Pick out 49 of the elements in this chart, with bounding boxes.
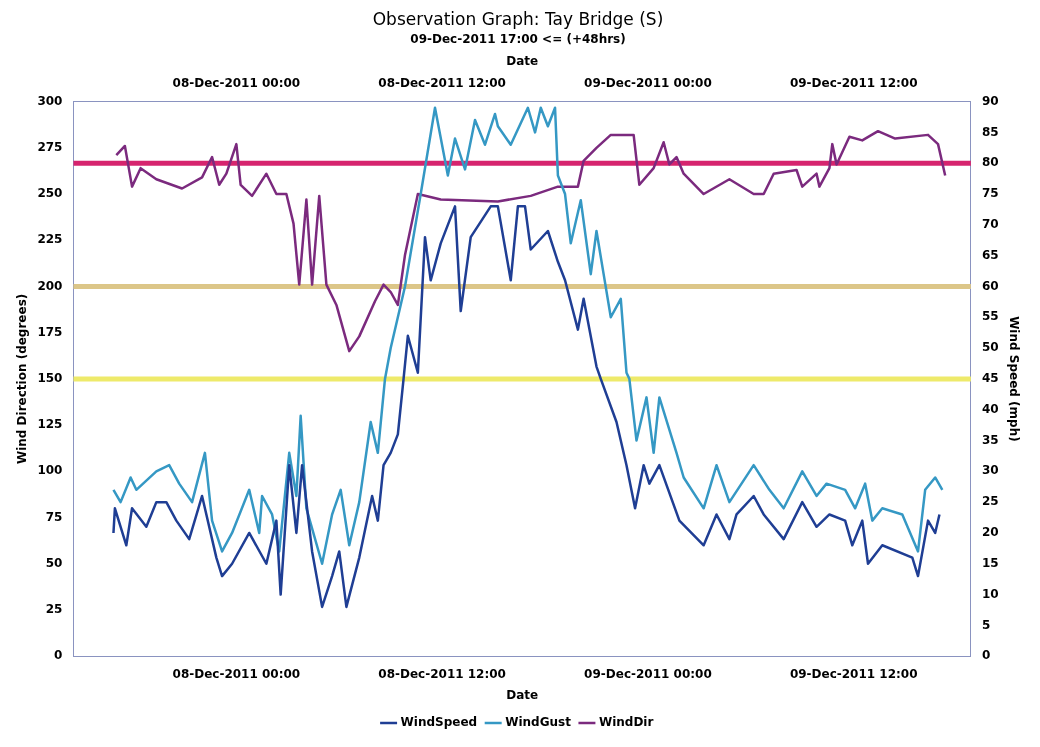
y-tick-label: 0	[54, 648, 63, 663]
y-tick-label: 175	[37, 324, 63, 339]
x-tick-label: 08-Dec-2011 00:00	[172, 75, 301, 90]
y-tick-label: 150	[37, 371, 63, 386]
y-tick-label: 250	[37, 186, 63, 201]
y2-tick-label: 65	[981, 247, 999, 262]
y2-tick-label: 55	[981, 309, 999, 324]
y2-tick-label: 90	[981, 93, 999, 108]
x2-tick-label: 08-Dec-2011 12:00	[378, 666, 506, 681]
y2-tick-label: 30	[981, 463, 999, 478]
x2-tick-label: 09-Dec-2011 00:00	[584, 666, 712, 681]
x-axis-title: Date	[506, 687, 539, 702]
y2-axis-title: Wind Speed (mph)	[1006, 316, 1021, 442]
legend-label: WindSpeed	[400, 715, 478, 730]
y2-tick-label: 60	[981, 278, 999, 293]
y-axis-title: Wind Direction (degrees)	[15, 293, 30, 465]
y-tick-label: 275	[37, 139, 63, 154]
y2-tick-label: 0	[981, 648, 991, 663]
y2-tick-label: 45	[981, 371, 999, 386]
y2-tick-label: 85	[981, 124, 999, 139]
x-tick-label: 09-Dec-2011 00:00	[584, 75, 712, 90]
y2-tick-label: 35	[981, 432, 999, 447]
y-tick-label: 25	[45, 602, 63, 617]
y-tick-label: 75	[45, 509, 63, 524]
y2-tick-label: 25	[981, 494, 999, 509]
y2-tick-label: 75	[981, 186, 999, 201]
y-tick-label: 50	[45, 555, 63, 570]
y2-tick-label: 5	[981, 617, 991, 632]
y2-tick-label: 10	[981, 586, 999, 601]
y2-tick-label: 20	[981, 525, 999, 540]
y2-tick-label: 80	[981, 155, 999, 170]
y-tick-label: 125	[37, 417, 63, 432]
chart-title: Observation Graph: Tay Bridge (S)	[372, 8, 664, 29]
x2-axis-title: Date	[506, 54, 539, 69]
y-tick-label: 200	[37, 278, 63, 293]
y2-tick-label: 40	[981, 401, 999, 416]
chart-subtitle: 09-Dec-2011 17:00 <= (+48hrs)	[410, 31, 626, 46]
y2-tick-label: 70	[981, 216, 999, 231]
x2-tick-label: 08-Dec-2011 00:00	[172, 666, 301, 681]
x-tick-label: 08-Dec-2011 12:00	[378, 75, 506, 90]
y-tick-label: 225	[37, 232, 63, 247]
legend-label: WindGust	[505, 715, 572, 730]
y2-tick-label: 50	[981, 340, 999, 355]
y-tick-label: 100	[37, 463, 63, 478]
legend-label: WindDir	[598, 715, 654, 730]
y-tick-label: 300	[37, 93, 63, 108]
x-tick-label: 09-Dec-2011 12:00	[789, 75, 918, 90]
y2-tick-label: 15	[981, 555, 999, 570]
x2-tick-label: 09-Dec-2011 12:00	[789, 666, 918, 681]
